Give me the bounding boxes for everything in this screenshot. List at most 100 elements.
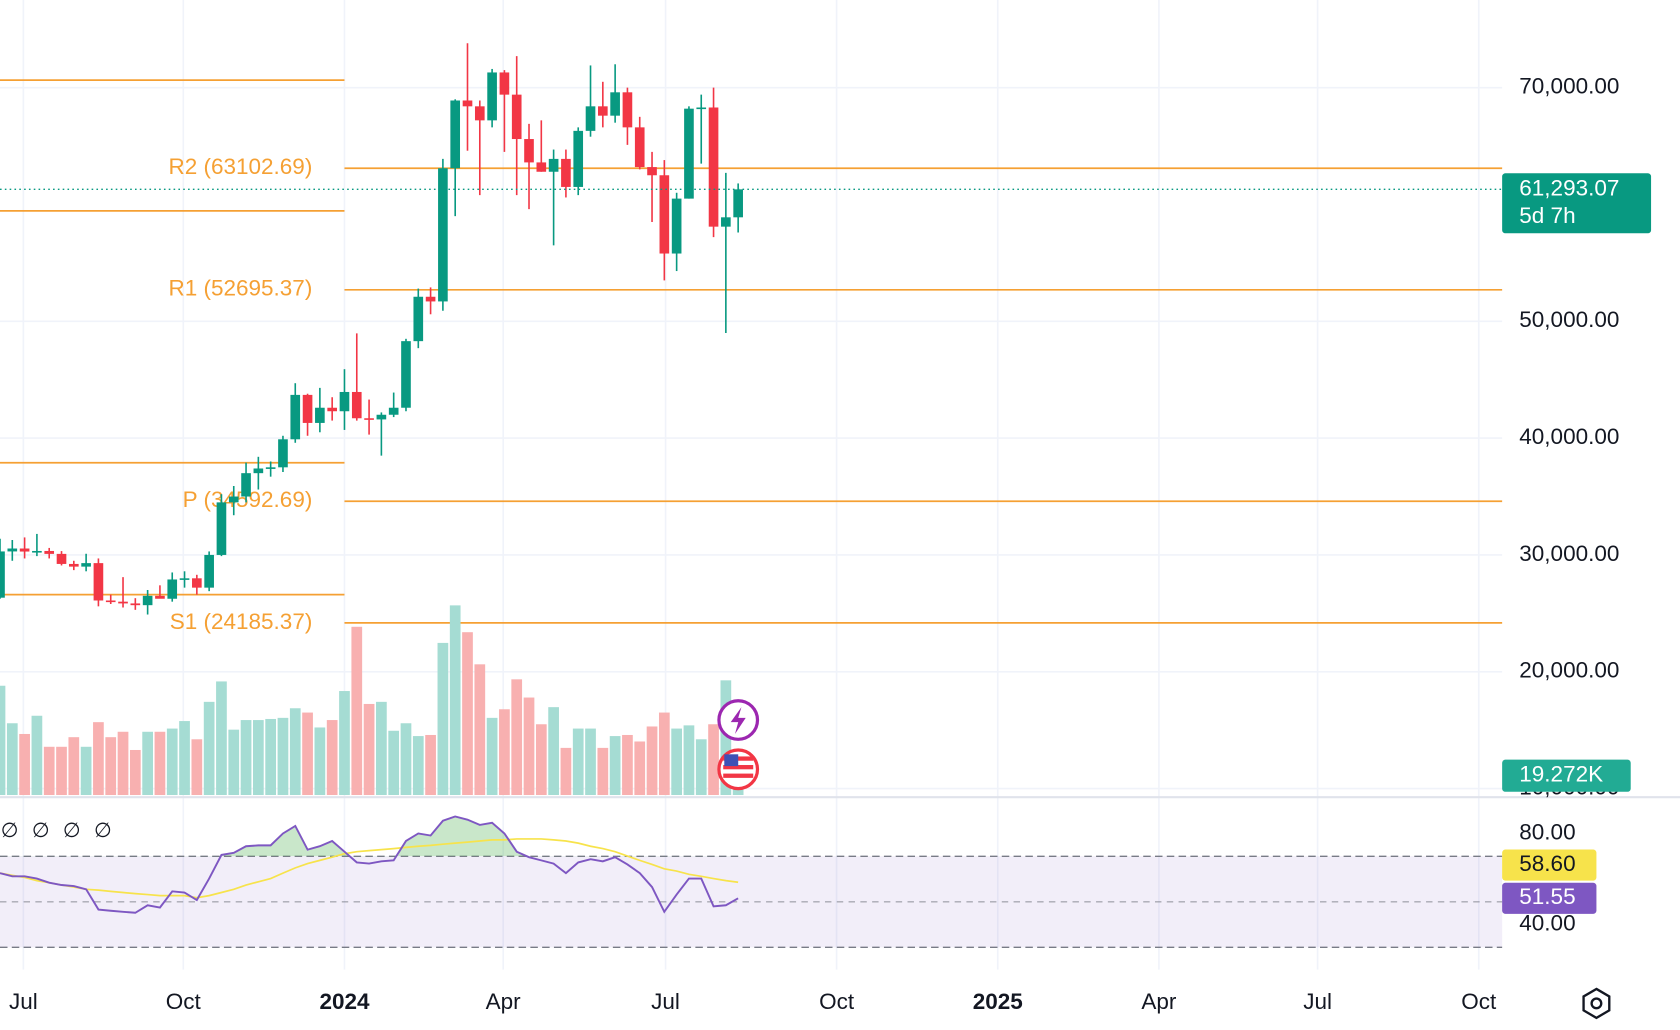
- x-tick-label: Jul: [9, 989, 38, 1014]
- volume-bar: [129, 749, 141, 796]
- settings-icon-center: [1590, 997, 1603, 1010]
- rsi-label-box: [1502, 882, 1597, 914]
- volume-bar: [314, 727, 326, 796]
- volume-bar: [93, 722, 104, 796]
- volume-bar: [351, 626, 363, 796]
- candle-body: [192, 578, 202, 588]
- candle-body: [142, 595, 153, 606]
- rsi-tick-label: 80.00: [1519, 819, 1575, 844]
- volume-bar: [228, 729, 240, 796]
- candle-body: [438, 168, 448, 302]
- volume-bar: [363, 703, 375, 796]
- candle-body: [204, 554, 214, 588]
- volume-bar: [474, 664, 486, 796]
- volume-bar: [142, 731, 153, 796]
- volume-bar: [634, 741, 646, 796]
- flag-stripe: [723, 773, 754, 778]
- event-icon[interactable]: [717, 699, 760, 741]
- indicator-status: ∅: [32, 820, 50, 842]
- y-tick-label: 70,000.00: [1519, 74, 1619, 99]
- volume-bar: [80, 746, 92, 796]
- volume-bar: [191, 739, 203, 796]
- volume-bar: [240, 720, 252, 796]
- candle-body: [167, 579, 178, 599]
- x-tick-label: Oct: [819, 989, 855, 1014]
- candle-body: [696, 107, 707, 110]
- candle-body: [155, 595, 165, 599]
- x-tick-label: 2024: [319, 989, 370, 1014]
- candle-body: [339, 391, 350, 412]
- candle-body: [19, 548, 30, 552]
- volume-bar: [43, 746, 55, 796]
- candle-body: [68, 563, 79, 567]
- candle-body: [179, 578, 190, 580]
- candle-body: [462, 100, 473, 107]
- candle-body: [0, 551, 5, 598]
- candle-body: [32, 550, 42, 553]
- volume-bar: [511, 679, 523, 796]
- volume-bar: [216, 681, 227, 796]
- candle-body: [499, 72, 510, 95]
- candle-body: [93, 563, 104, 601]
- candle-body: [536, 162, 547, 172]
- volume-bar: [449, 605, 461, 796]
- settings-icon: [1582, 987, 1611, 1020]
- pivot-label: S1 (24185.37): [170, 609, 313, 634]
- volume-bar: [31, 715, 43, 796]
- volume-bar: [265, 718, 277, 796]
- candle-body: [708, 107, 719, 227]
- candle-body: [241, 473, 251, 497]
- volume-bar: [289, 708, 301, 796]
- volume-bar: [376, 701, 387, 796]
- candle-body: [81, 563, 91, 567]
- candle-body: [474, 106, 485, 121]
- y-tick-label: 30,000.00: [1519, 541, 1619, 566]
- candle-body: [351, 391, 362, 419]
- volume-bar: [117, 731, 129, 796]
- settings-button[interactable]: [1582, 987, 1611, 1020]
- volume-bar: [695, 739, 707, 796]
- volume-bar: [486, 717, 498, 796]
- candle-body: [450, 100, 461, 169]
- candle-body: [524, 139, 534, 163]
- candle-body: [302, 394, 313, 423]
- candle-body: [216, 502, 227, 555]
- candle-body: [573, 130, 584, 187]
- volume-bar: [609, 736, 621, 796]
- volume-bar: [671, 728, 682, 796]
- candle-body: [413, 296, 424, 342]
- volume-bar: [56, 746, 67, 796]
- volume-bar: [0, 685, 6, 796]
- indicator-status: ∅: [94, 820, 112, 842]
- candles: [0, 43, 1503, 615]
- volume-bar: [6, 723, 18, 796]
- rsi-ma-label-box: [1502, 849, 1597, 881]
- volume-bar: [499, 709, 510, 796]
- volume-bar: [462, 632, 473, 796]
- economic-event-icon[interactable]: [717, 748, 760, 791]
- candle-body: [56, 553, 67, 564]
- candle-body: [118, 601, 128, 604]
- volume-bar: [179, 721, 190, 796]
- volume-bar: [683, 725, 695, 796]
- candle-body: [44, 550, 55, 554]
- volume-bar: [523, 697, 535, 796]
- y-tick-label: 50,000.00: [1519, 307, 1619, 332]
- volume-bar: [166, 728, 178, 796]
- pivot-lines: R2 (63102.69)R1 (52695.37)P (34592.69)S1…: [0, 79, 1503, 634]
- candle-body: [647, 167, 657, 176]
- candle-body: [376, 414, 387, 420]
- volume-bar: [277, 717, 289, 796]
- volume-bar: [597, 747, 609, 796]
- volume-bars: [0, 605, 744, 796]
- candle-body: [622, 92, 633, 128]
- candle-body: [721, 217, 731, 227]
- volume-bar: [720, 680, 732, 796]
- rsi-tick-label: 40.00: [1519, 911, 1575, 936]
- volume-bar: [302, 712, 313, 796]
- candle-body: [585, 106, 596, 131]
- x-tick-label: Apr: [1141, 989, 1177, 1014]
- volume-label-box: [1502, 759, 1631, 792]
- volume-bar: [622, 734, 633, 796]
